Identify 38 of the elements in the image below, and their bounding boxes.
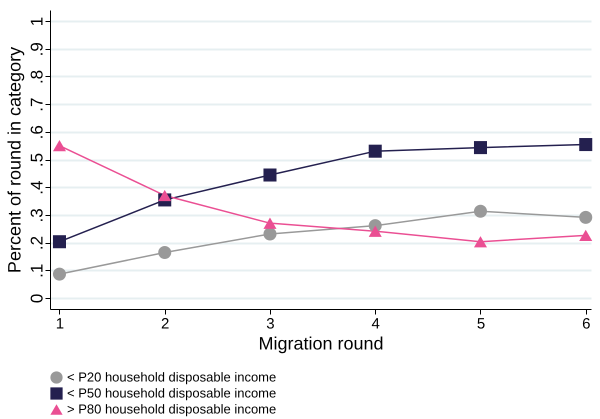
- y-tick-label: .8: [28, 70, 46, 84]
- y-tick-label: .9: [28, 42, 46, 56]
- point: [263, 227, 276, 240]
- y-tick-label: .2: [28, 236, 46, 250]
- point: [474, 236, 488, 248]
- point: [158, 190, 172, 202]
- point: [368, 226, 382, 237]
- point: [52, 235, 66, 248]
- point: [579, 230, 592, 242]
- point: [158, 246, 172, 260]
- y-axis-title: Percent of round in category: [4, 46, 24, 274]
- point: [52, 268, 66, 281]
- x-tick-label: 4: [372, 316, 380, 332]
- x-tick-label: 3: [266, 316, 275, 332]
- x-tick-label: 6: [582, 316, 590, 332]
- point: [579, 210, 592, 224]
- legend-label: < P20 household disposable income: [67, 370, 276, 384]
- point: [474, 141, 488, 154]
- y-tick-label: .3: [28, 208, 46, 222]
- x-tick-label: 5: [476, 316, 486, 332]
- x-tick-label: 2: [161, 316, 170, 332]
- x-axis-title: Migration round: [258, 334, 384, 354]
- y-tick-label: .6: [28, 125, 46, 140]
- y-tick-label: 1: [28, 16, 46, 26]
- legend-label: > P80 household disposable income: [67, 402, 276, 416]
- point: [263, 168, 276, 182]
- legend-label: < P50 household disposable income: [67, 386, 276, 400]
- y-tick-label: .5: [28, 152, 46, 168]
- x-tick-label: 1: [56, 316, 64, 332]
- point: [52, 140, 66, 152]
- y-tick-label: .1: [28, 264, 46, 278]
- y-tick-label: .7: [28, 98, 46, 112]
- point: [368, 144, 382, 158]
- point: [474, 204, 488, 218]
- point: [263, 218, 276, 229]
- y-tick-label: 0: [28, 294, 46, 304]
- y-tick-label: .4: [28, 180, 46, 195]
- point: [579, 138, 592, 152]
